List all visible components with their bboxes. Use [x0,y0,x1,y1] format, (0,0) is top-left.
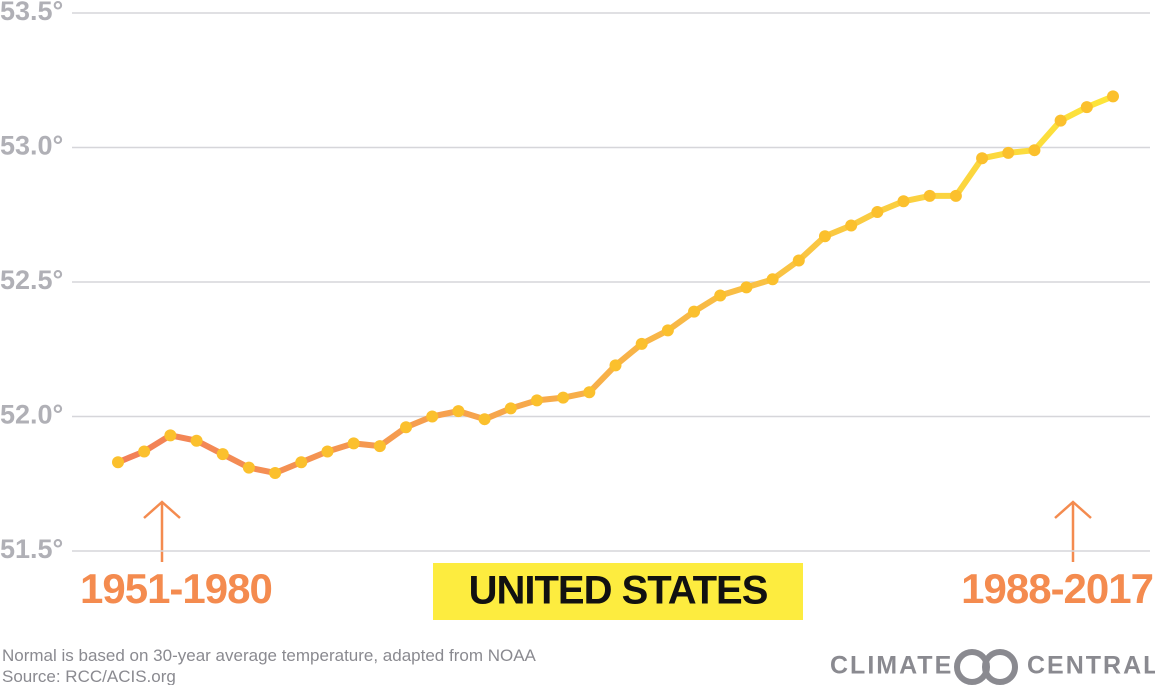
brand: CLIMATE [830,652,953,680]
marker [714,289,727,302]
arrow [1054,500,1092,562]
logo [954,649,1018,685]
y-tick-label: 53.0° [0,131,63,161]
annotation: 1951-1980 [80,565,272,612]
footnote: Normal is based on 30-year average tempe… [2,646,537,665]
marker [766,273,779,286]
marker [740,281,753,294]
marker [949,189,962,202]
annotation: 1988-2017 [961,565,1153,612]
marker [1054,114,1067,127]
marker [897,195,910,208]
marker [845,219,858,232]
marker [1028,144,1041,157]
marker [242,461,255,474]
marker [400,421,413,434]
marker [818,230,831,243]
marker [583,386,596,399]
marker [164,429,177,442]
marker [635,337,648,350]
marker [190,434,203,447]
marker [269,466,282,479]
marker [138,445,151,458]
marker [347,437,360,450]
y-tick-label: 52.0° [0,400,63,430]
marker [871,206,884,219]
y-tick-label: 52.5° [0,265,63,295]
marker [530,394,543,407]
marker [688,305,701,318]
marker [295,456,308,469]
marker [1107,90,1119,103]
y-tick-label: 51.5° [0,534,63,564]
marker [609,359,622,372]
marker [976,152,989,165]
marker [478,413,491,426]
title-box [433,563,803,620]
y-tick-label: 53.5° [0,0,63,26]
marker [452,405,465,418]
marker [792,254,805,267]
marker [661,324,674,337]
marker [504,402,517,415]
marker [216,448,229,461]
arrow [143,500,181,562]
marker [373,440,386,453]
brand: CENTRAL [1027,652,1155,680]
chart-title: UNITED STATES [469,569,768,613]
marker [1002,146,1015,159]
marker [321,445,334,458]
marker [426,410,439,423]
marker [557,391,570,404]
footnote: Source: RCC/ACIS.org [2,667,176,685]
marker [112,456,124,469]
marker [923,189,936,202]
marker [1080,101,1093,114]
